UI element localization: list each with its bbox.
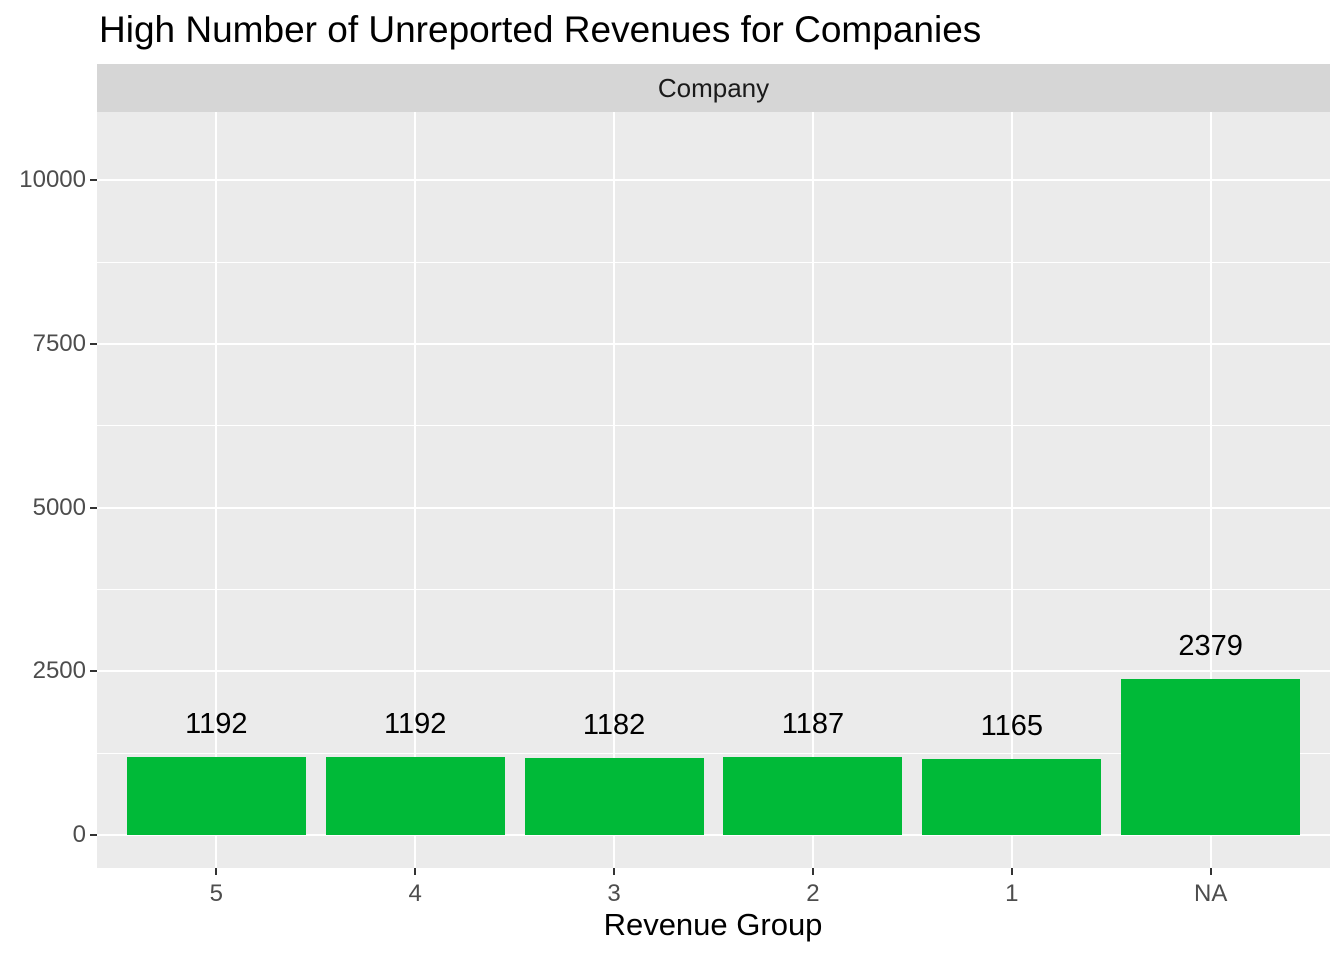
bar-value-label: 2379: [1178, 630, 1243, 663]
y-major-gridline: [97, 179, 1330, 182]
y-tick-mark: [90, 179, 97, 182]
bar-3: [524, 757, 704, 835]
y-minor-gridline: [97, 752, 1330, 754]
x-major-gridline: [811, 112, 814, 868]
y-tick-mark: [90, 506, 97, 509]
x-major-gridline: [1209, 112, 1212, 868]
y-tick-mark: [90, 342, 97, 345]
bar-5: [126, 756, 306, 835]
y-tick-label: 0: [72, 821, 86, 848]
x-tick-mark: [1209, 868, 1212, 875]
y-tick-mark: [90, 834, 97, 836]
chart-title: High Number of Unreported Revenues for C…: [99, 9, 982, 50]
bar-value-label: 1187: [781, 708, 845, 741]
bar-value-label: 1192: [384, 707, 447, 740]
x-tick-label: 4: [408, 880, 422, 907]
x-major-gridline: [613, 112, 616, 868]
bar-NA: [1121, 679, 1301, 835]
y-major-gridline: [97, 834, 1330, 836]
x-tick-label: 5: [209, 880, 223, 907]
x-tick-mark: [215, 868, 218, 875]
bar-2: [723, 757, 903, 835]
x-major-gridline: [215, 112, 218, 868]
bar-4: [325, 756, 505, 835]
facet-strip-label: Company: [657, 72, 770, 103]
y-major-gridline: [97, 506, 1330, 509]
y-minor-gridline: [97, 588, 1330, 590]
bar-value-label: 1182: [582, 708, 646, 741]
y-tick-label: 2500: [32, 657, 86, 685]
y-tick-label: 7500: [32, 329, 86, 357]
facet-strip: Company: [97, 64, 1330, 112]
y-major-gridline: [97, 342, 1330, 345]
y-tick-label: 10000: [19, 166, 86, 194]
x-axis-title: Revenue Group: [603, 907, 823, 942]
y-tick-label: 5000: [32, 493, 86, 521]
x-major-gridline: [414, 112, 417, 868]
y-minor-gridline: [97, 261, 1330, 263]
bar-value-label: 1165: [980, 709, 1043, 742]
x-tick-mark: [811, 868, 814, 875]
y-major-gridline: [97, 670, 1330, 673]
bar-1: [922, 758, 1102, 835]
x-tick-label: 2: [806, 880, 820, 907]
x-tick-label: NA: [1194, 880, 1228, 907]
plot-panel: 1192 1192 1182 1187 1165 2379: [97, 112, 1330, 868]
x-tick-label: 3: [607, 880, 621, 907]
bar-value-label: 1192: [185, 707, 248, 740]
x-tick-mark: [1010, 868, 1013, 875]
x-major-gridline: [1010, 112, 1013, 868]
x-tick-mark: [414, 868, 417, 875]
y-tick-mark: [90, 670, 97, 673]
x-tick-mark: [613, 868, 616, 875]
y-minor-gridline: [97, 425, 1330, 427]
x-tick-label: 1: [1005, 880, 1019, 907]
